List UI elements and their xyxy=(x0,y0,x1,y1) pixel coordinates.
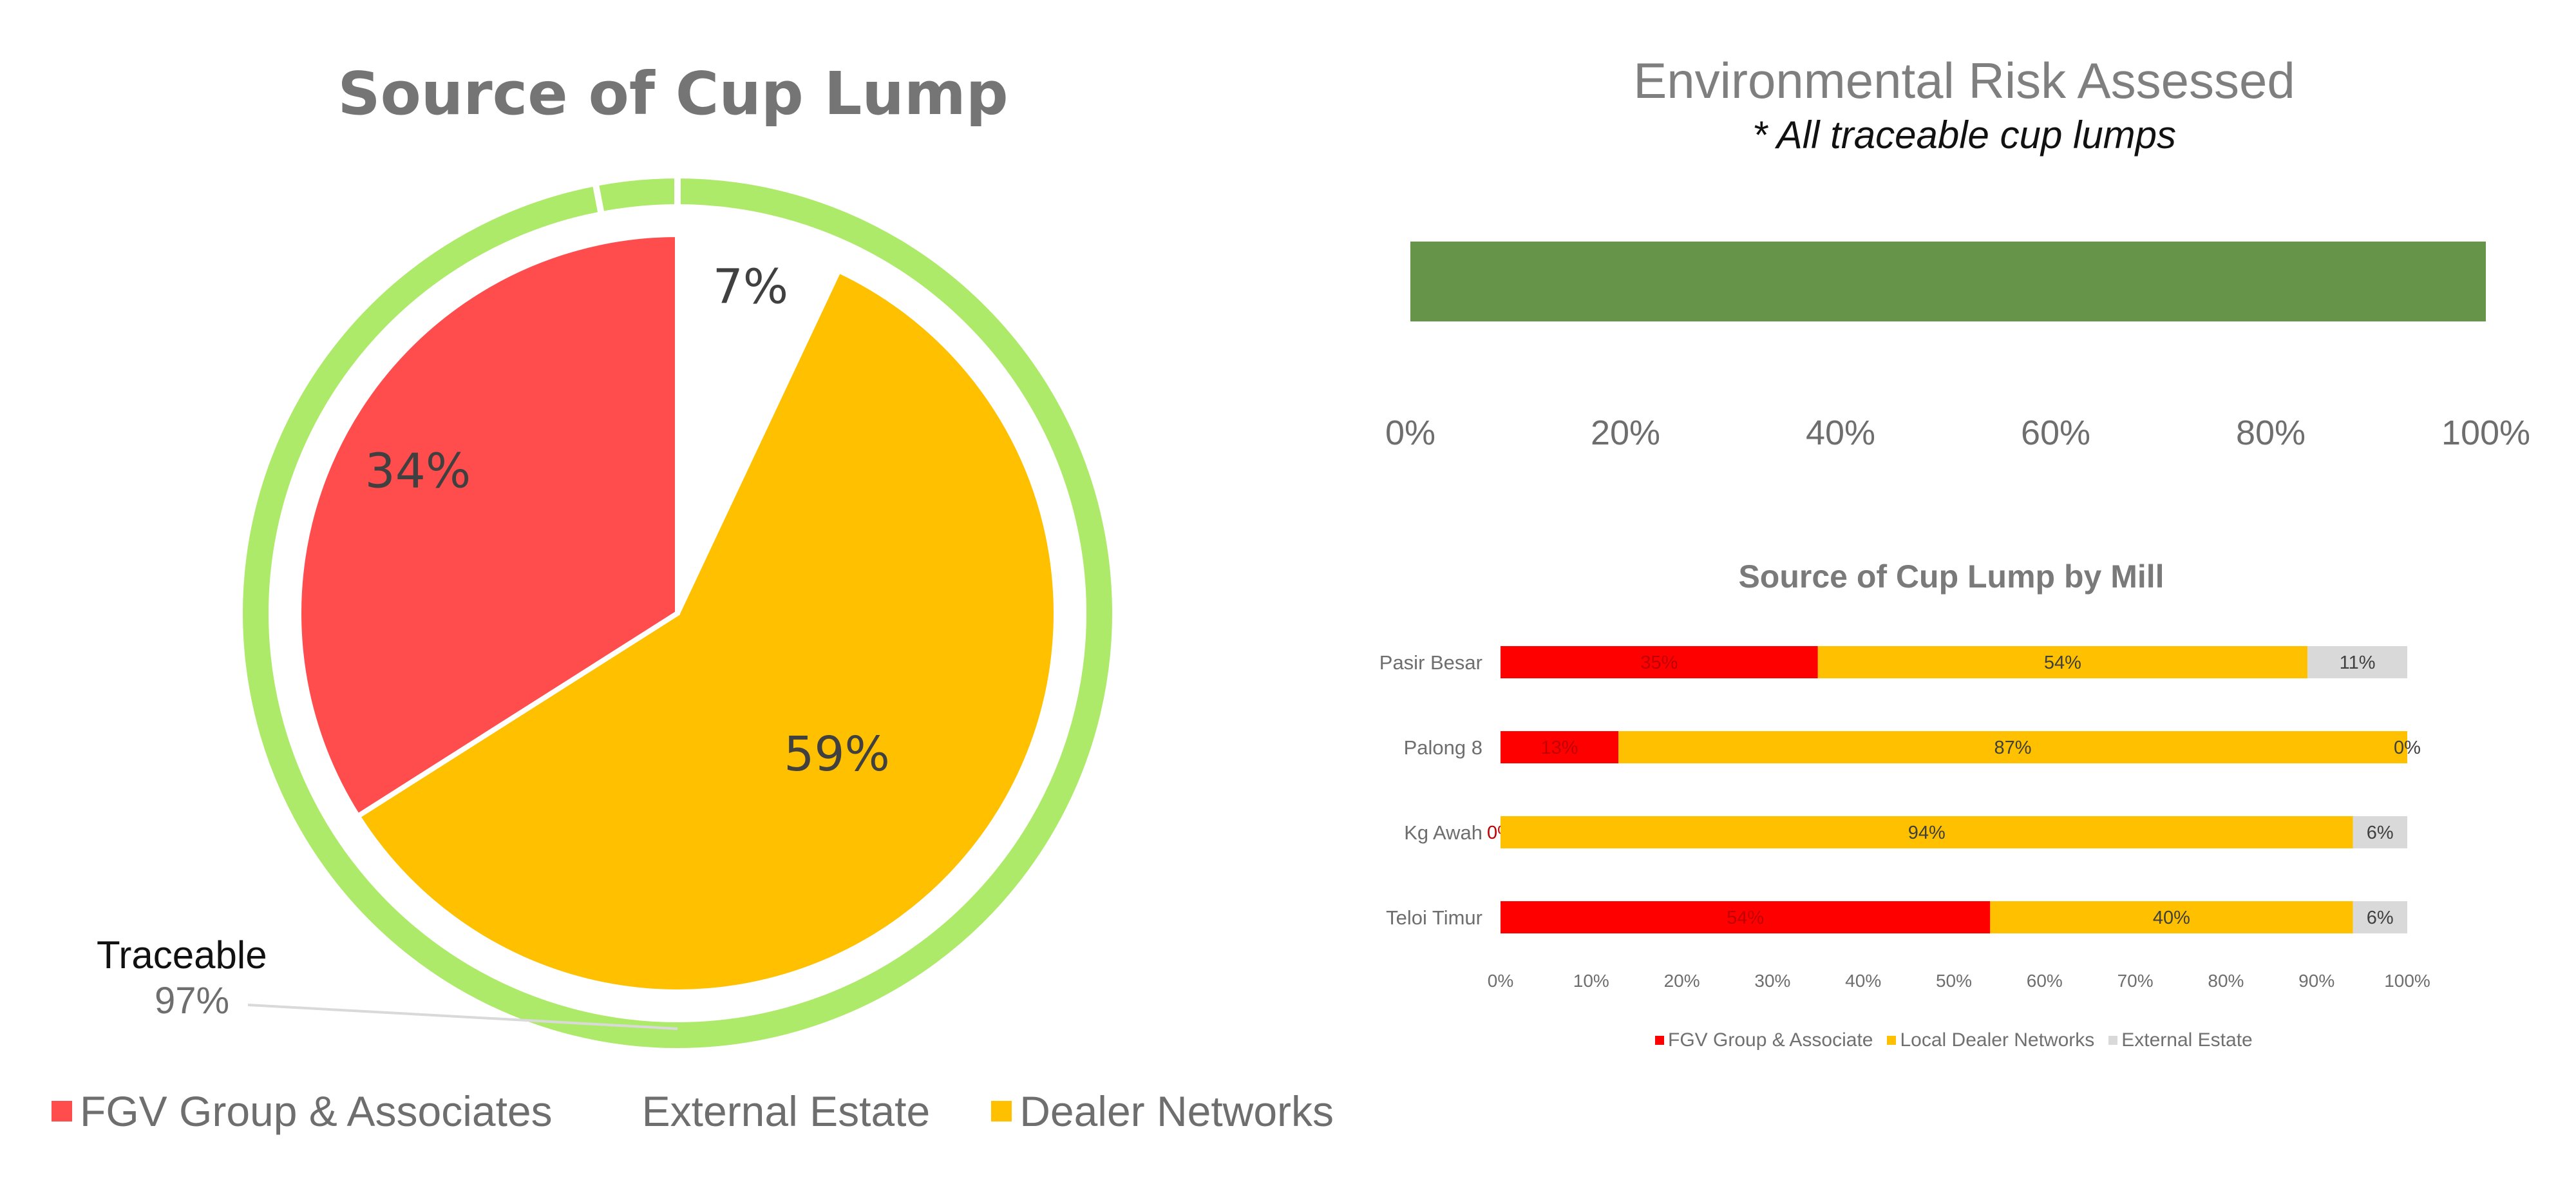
legend-swatch xyxy=(1655,1036,1664,1045)
pie-slice-dealer-networks xyxy=(354,267,1059,995)
env-x-tick: 20% xyxy=(1591,414,1660,452)
mill-bar-label-local-dealer-networks: 87% xyxy=(1994,738,2031,758)
traceable-callout-label: Traceable xyxy=(97,933,267,977)
mill-legend-item-local-dealer-networks: Local Dealer Networks xyxy=(1887,1029,2094,1051)
mill-bar-label-external-estate: 11% xyxy=(2340,653,2376,673)
mill-bar-external-estate xyxy=(2307,646,2407,678)
mill-bar-local-dealer-networks xyxy=(1501,816,2353,848)
pie-chart-title: Source of Cup Lump xyxy=(337,59,1009,128)
mill-x-tick: 50% xyxy=(1936,971,1972,991)
outer-ring-remainder xyxy=(591,171,681,219)
env-bar xyxy=(1410,242,2486,321)
legend-label: FGV Group & Associate xyxy=(1668,1029,1873,1051)
mill-bar-fgv-group-associate xyxy=(1501,731,1619,763)
pie-legend-item-external-estate: External Estate xyxy=(613,1087,931,1136)
traceable-leader-line xyxy=(247,1004,678,1030)
mill-bar-local-dealer-networks xyxy=(1990,901,2353,933)
mill-x-tick: 10% xyxy=(1573,971,1609,991)
traceable-callout-value: 97% xyxy=(155,980,230,1022)
mill-x-tick: 40% xyxy=(1845,971,1881,991)
mill-x-tick: 90% xyxy=(2298,971,2334,991)
legend-swatch xyxy=(2108,1036,2118,1045)
legend-label: Local Dealer Networks xyxy=(1900,1029,2095,1051)
env-x-tick: 60% xyxy=(2021,414,2090,452)
mill-bar-label-fgv-group-associate: 13% xyxy=(1540,738,1578,758)
env-x-tick: 40% xyxy=(1806,414,1875,452)
mill-legend-item-fgv-group-associate: FGV Group & Associate xyxy=(1655,1029,1873,1051)
legend-label: Dealer Networks xyxy=(1019,1087,1334,1135)
legend-label: FGV Group & Associates xyxy=(80,1087,553,1135)
mill-legend: FGV Group & Associate Local Dealer Networ… xyxy=(1655,1024,2267,1056)
mill-bar-label-fgv-group-associate: 54% xyxy=(1727,908,1764,928)
legend-label: External Estate xyxy=(2121,1029,2253,1051)
legend-swatch xyxy=(991,1101,1012,1121)
mill-bar-label-external-estate: 0% xyxy=(2394,738,2421,758)
mill-bar-label-external-estate: 6% xyxy=(2367,908,2394,928)
mill-bar-local-dealer-networks xyxy=(1618,731,2407,763)
mill-category-label: Teloi Timur xyxy=(1386,906,1482,929)
mill-chart-title: Source of Cup Lump by Mill xyxy=(1738,558,2164,595)
mill-x-tick: 100% xyxy=(2384,971,2430,991)
mill-x-tick: 0% xyxy=(1488,971,1513,991)
pie-legend-item-fgv-group-associates: FGV Group & Associates xyxy=(52,1087,553,1136)
mill-category-label: Pasir Besar xyxy=(1379,651,1482,674)
mill-x-tick: 30% xyxy=(1754,971,1790,991)
pie-slice-external-estate xyxy=(675,231,842,615)
mill-bar-fgv-group-associate xyxy=(1501,901,1991,933)
pie-legend-item-dealer-networks: Dealer Networks xyxy=(991,1087,1334,1136)
mill-bar-external-estate xyxy=(2353,901,2407,933)
env-chart-title: Environmental Risk Assessed xyxy=(1633,52,2295,109)
pie-chart: 7% 59% 34% xyxy=(236,171,1119,1055)
env-bar-chart: 0% 20% 40% 60% 80% 100% xyxy=(1385,242,2530,452)
pie-legend: FGV Group & Associates External Estate Dea… xyxy=(52,1079,1395,1143)
env-x-tick: 0% xyxy=(1385,414,1435,452)
legend-swatch xyxy=(52,1101,72,1121)
pie-slice-fgv-group-associates xyxy=(296,231,680,820)
mill-bar-external-estate xyxy=(2353,816,2407,848)
mill-category-label: Kg Awah xyxy=(1404,821,1482,844)
mill-x-tick: 80% xyxy=(2208,971,2244,991)
env-x-tick: 100% xyxy=(2441,414,2530,452)
outer-ring-traceable xyxy=(236,171,1119,1055)
env-chart-subtitle: * All traceable cup lumps xyxy=(1752,113,2177,157)
env-x-tick: 80% xyxy=(2236,414,2306,452)
legend-swatch xyxy=(613,1101,634,1121)
legend-swatch xyxy=(1887,1036,1897,1045)
mill-bar-local-dealer-networks xyxy=(1817,646,2308,678)
pie-label-external-estate: 7% xyxy=(713,260,788,315)
mill-bar-fgv-group-associate xyxy=(1501,646,1818,678)
mill-category-label: Palong 8 xyxy=(1404,736,1482,759)
pie-label-fgv-group-associates: 34% xyxy=(365,443,471,499)
mill-legend-item-external-estate: External Estate xyxy=(2108,1029,2253,1051)
pie-label-dealer-networks: 59% xyxy=(784,727,889,782)
mill-bar-label-external-estate: 6% xyxy=(2367,823,2394,843)
mill-x-tick: 70% xyxy=(2117,971,2154,991)
legend-label: External Estate xyxy=(641,1087,931,1135)
mill-x-tick: 60% xyxy=(2027,971,2063,991)
mill-bar-label-fgv-group-associate: 35% xyxy=(1640,653,1678,673)
mill-bar-label-local-dealer-networks: 94% xyxy=(1908,823,1946,843)
mill-stacked-bar-chart: Pasir Besar 35% 54% 11% Palong 8 13% 87% 0% Kg A… xyxy=(1379,646,2430,991)
mill-x-tick: 20% xyxy=(1664,971,1700,991)
mill-bar-label-local-dealer-networks: 54% xyxy=(2044,653,2081,673)
mill-bar-label-local-dealer-networks: 40% xyxy=(2153,908,2190,928)
